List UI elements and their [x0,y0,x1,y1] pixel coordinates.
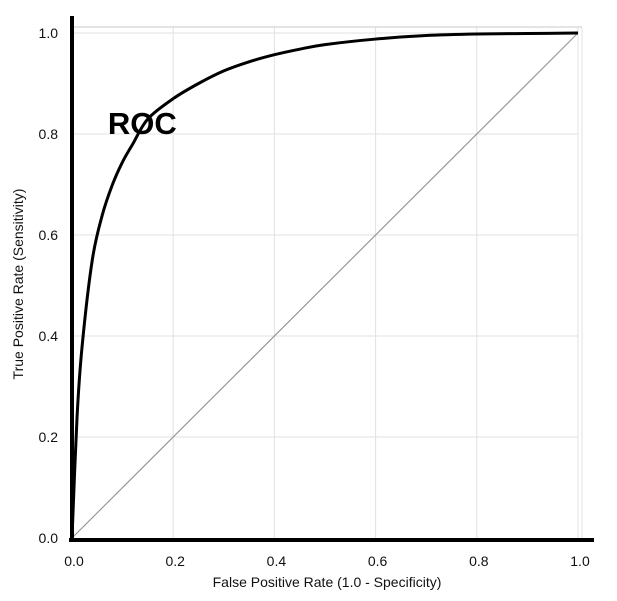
y-tick-label: 0.8 [39,126,59,142]
roc-curve-group [70,31,579,539]
y-tick-label: 0.4 [39,328,59,344]
axes [69,16,594,542]
diagonal-reference-line [71,32,579,539]
reference-line [71,32,579,539]
roc-curve-line [70,31,579,539]
y-tick-labels: 0.0 0.2 0.4 0.6 0.8 1.0 [39,25,59,546]
y-tick-label: 0.6 [39,227,59,243]
y-axis-title: True Positive Rate (Sensitivity) [10,189,26,380]
x-tick-label: 0.0 [64,553,84,569]
x-tick-labels: 0.0 0.2 0.4 0.6 0.8 1.0 [64,553,590,569]
roc-curve-label: ROC [108,106,177,141]
x-tick-label: 0.6 [368,553,388,569]
y-tick-label: 0.2 [39,429,59,445]
x-tick-label: 0.8 [469,553,489,569]
x-tick-label: 0.2 [165,553,185,569]
y-tick-label: 0.0 [39,530,59,546]
y-tick-label: 1.0 [39,25,59,41]
x-tick-label: 1.0 [570,553,590,569]
x-tick-label: 0.4 [267,553,287,569]
x-axis-title: False Positive Rate (1.0 - Specificity) [213,574,442,590]
